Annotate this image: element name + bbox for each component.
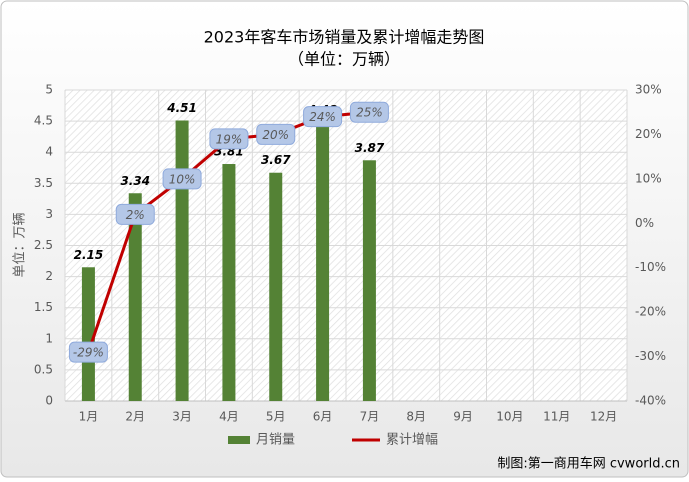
line-label-box	[303, 106, 343, 128]
y2-tick-label: -10%	[635, 260, 666, 274]
x-tick-label: 2月	[125, 410, 145, 424]
line-label-box	[349, 101, 389, 123]
source: 制图:第一商用车网 cvworld.cn	[497, 456, 680, 472]
legend-label: 月销量	[256, 433, 295, 448]
x-tick-label: 1月	[79, 410, 99, 424]
bar	[316, 122, 330, 402]
x-tick-label: 3月	[172, 410, 192, 424]
y-tick-label: 3.5	[34, 176, 53, 190]
y-tick-label: 4	[45, 145, 53, 159]
y2-tick-label: -20%	[635, 305, 666, 319]
line-label-box	[162, 168, 202, 190]
legend-swatch	[228, 436, 250, 444]
line-value-label: 2%	[126, 208, 145, 222]
y-tick-label: 2	[45, 269, 53, 283]
line-value-label: 10%	[169, 172, 196, 186]
legend-label: 累计增幅	[386, 433, 438, 448]
y2-tick-label: 10%	[635, 171, 662, 185]
line-value-label: -29%	[73, 346, 104, 360]
x-tick-label: 7月	[360, 410, 380, 424]
line-label-box	[68, 341, 108, 363]
y-tick-label: 1	[45, 331, 53, 345]
chart-subtitle: （单位：万辆）	[288, 50, 400, 69]
bar	[128, 193, 142, 401]
bar-value-label: 3.67	[261, 153, 291, 167]
y-tick-label: 0.5	[34, 362, 53, 376]
x-tick-label: 11月	[543, 410, 570, 424]
y-tick-label: 5	[45, 83, 53, 97]
x-tick-label: 4月	[219, 410, 239, 424]
bar-value-label: 3.87	[355, 141, 385, 155]
line-value-label: 24%	[309, 110, 336, 124]
y2-tick-label: 20%	[635, 127, 662, 141]
y2-tick-label: -30%	[635, 349, 666, 363]
line-label-box	[209, 128, 249, 150]
line-value-label: 20%	[262, 128, 289, 142]
y-tick-label: 2.5	[34, 238, 53, 252]
bar-value-label: 3.34	[120, 174, 150, 188]
y-axis-label: 单位：万辆	[13, 212, 28, 277]
x-tick-label: 5月	[266, 410, 286, 424]
x-tick-label: 8月	[406, 410, 426, 424]
x-tick-label: 10月	[496, 410, 523, 424]
y2-tick-label: -40%	[635, 394, 666, 408]
line-value-label: 25%	[356, 106, 383, 120]
chart-title: 2023年客车市场销量及累计增幅走势图	[204, 28, 485, 47]
bar-value-label: 4.51	[166, 101, 197, 115]
y2-tick-label: 30%	[635, 83, 662, 97]
y-tick-label: 1.5	[34, 300, 53, 314]
y2-tick-label: 0%	[635, 216, 654, 230]
bar	[81, 267, 95, 401]
x-tick-label: 6月	[313, 410, 333, 424]
bar	[269, 172, 283, 401]
line-label-box	[256, 123, 296, 145]
x-tick-label: 12月	[590, 410, 617, 424]
y-tick-label: 4.5	[34, 114, 53, 128]
y-tick-label: 3	[45, 207, 53, 221]
y-tick-label: 0	[45, 394, 53, 408]
bar	[175, 120, 189, 401]
line-value-label: 19%	[216, 132, 243, 146]
x-tick-label: 9月	[453, 410, 473, 424]
bar	[362, 160, 376, 401]
bar	[222, 164, 236, 401]
bar-value-label: 2.15	[74, 248, 104, 262]
line-label-box	[115, 203, 155, 225]
